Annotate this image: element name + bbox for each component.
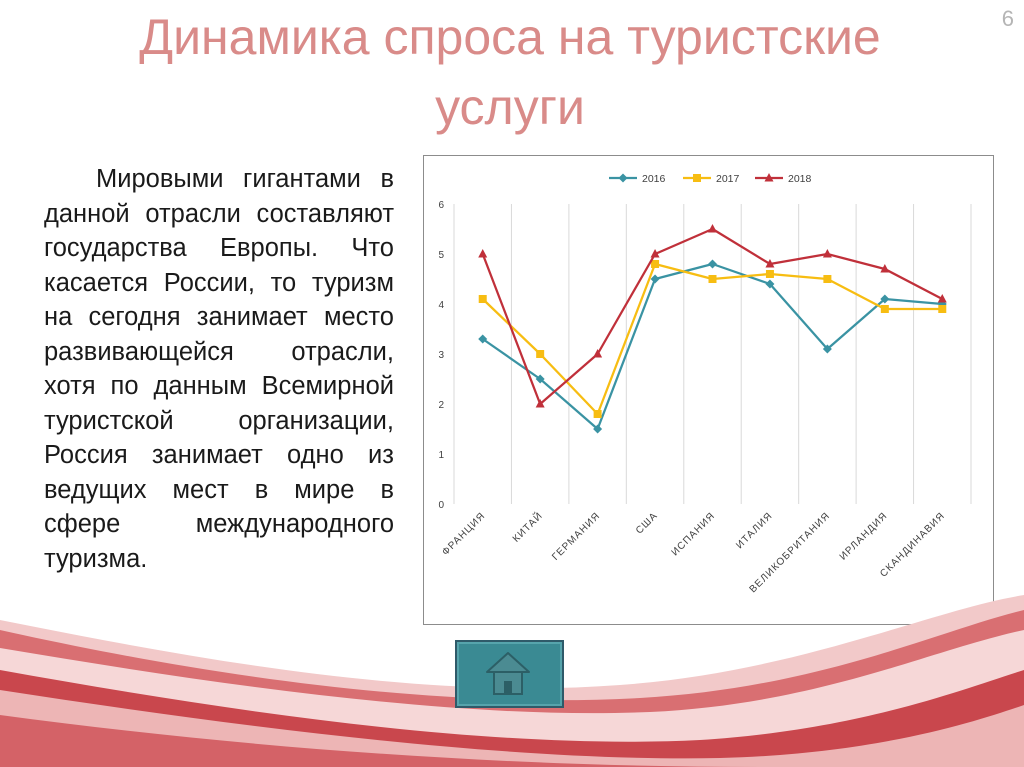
- y-tick-label: 2: [438, 400, 444, 411]
- data-point: [823, 275, 832, 283]
- data-point: [478, 334, 488, 344]
- slide-number: 6: [1001, 6, 1014, 31]
- data-point: [650, 249, 660, 258]
- x-category-label: СКАНДИНАВИЯ: [878, 510, 947, 579]
- data-point: [822, 249, 832, 258]
- data-point: [708, 224, 717, 233]
- series-line-2016: [482, 262, 943, 431]
- home-icon: [486, 652, 530, 695]
- slide-title: Динамика спроса на туристские услуги: [139, 9, 881, 135]
- data-point: [478, 249, 488, 258]
- chart-area: 0 1 2 3 4 5 6 ФРАНЦИЯ КИТАЙ ГЕРМАНИЯ США ИСПАНИЯ ИТА…: [423, 155, 994, 625]
- y-tick-label: 3: [438, 350, 444, 361]
- data-point: [593, 410, 602, 418]
- data-point: [937, 294, 947, 303]
- legend-label: 2016: [642, 173, 666, 185]
- data-point: [535, 399, 545, 408]
- y-tick-label: 1: [438, 450, 444, 461]
- legend-label: 2018: [788, 173, 812, 185]
- y-tick-label: 6: [438, 200, 444, 211]
- data-point: [708, 259, 717, 269]
- data-point: [618, 173, 628, 183]
- data-point: [478, 295, 487, 303]
- data-point: [880, 305, 889, 313]
- line-chart: 0 1 2 3 4 5 6 ФРАНЦИЯ КИТАЙ ГЕРМАНИЯ США ИСПАНИЯ ИТА…: [438, 173, 972, 595]
- legend-label: 2017: [716, 173, 740, 185]
- x-category-label: США: [634, 510, 660, 536]
- data-point: [822, 344, 832, 354]
- x-category-label: ИТАЛИЯ: [734, 510, 775, 551]
- x-category-label: ИРЛАНДИЯ: [838, 510, 890, 562]
- data-point: [650, 274, 660, 284]
- data-point: [765, 270, 774, 278]
- data-point: [651, 260, 660, 268]
- data-point: [764, 173, 774, 182]
- x-category-label: КИТАЙ: [509, 509, 545, 545]
- y-tick-label: 4: [438, 300, 444, 311]
- y-tick-label: 5: [438, 250, 444, 261]
- home-button[interactable]: [455, 640, 564, 708]
- data-point: [765, 259, 775, 268]
- series-line-2017: [481, 262, 943, 416]
- data-point: [708, 275, 717, 283]
- x-category-label: ФРАНЦИЯ: [440, 510, 488, 558]
- x-category-label: ИСПАНИЯ: [670, 510, 718, 558]
- data-point: [880, 264, 890, 273]
- y-tick-label: 0: [438, 500, 444, 511]
- body-text: Мировыми гигантами в данной отрасли сост…: [44, 165, 394, 573]
- data-point: [693, 174, 701, 182]
- data-point: [880, 294, 890, 304]
- x-category-label: ГЕРМАНИЯ: [550, 510, 603, 563]
- data-point: [765, 279, 775, 289]
- data-point: [938, 305, 947, 313]
- data-point: [535, 374, 545, 384]
- data-point: [536, 350, 545, 358]
- decorative-waves: [0, 595, 1024, 767]
- data-point: [593, 349, 603, 358]
- series-line-2018: [481, 227, 943, 406]
- data-point: [593, 424, 603, 434]
